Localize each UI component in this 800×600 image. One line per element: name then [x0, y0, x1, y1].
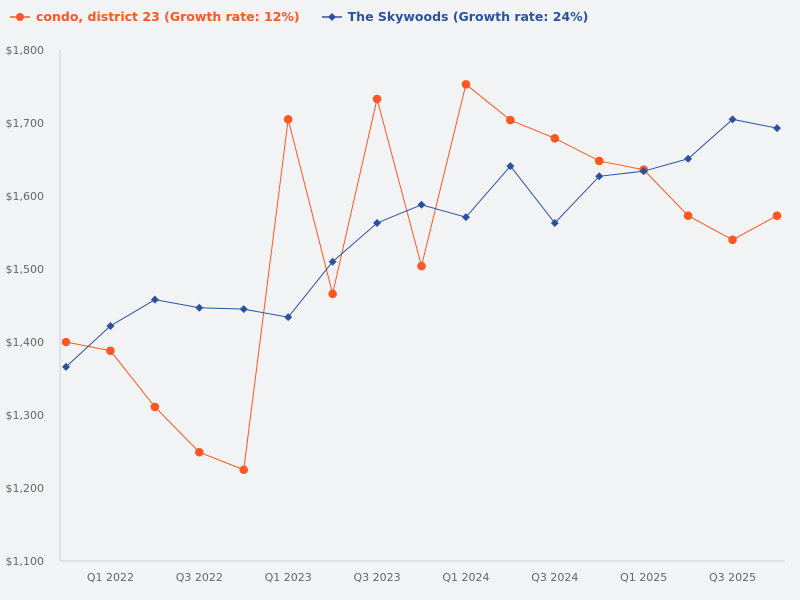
circle-marker-icon	[10, 12, 30, 21]
data-point	[150, 295, 159, 304]
data-point	[417, 261, 426, 271]
y-tick-label: $1,100	[6, 555, 45, 568]
y-tick-label: $1,700	[6, 117, 45, 130]
data-point	[594, 156, 604, 166]
series-line-1	[65, 118, 778, 368]
data-point	[550, 134, 560, 143]
data-point	[506, 162, 515, 171]
x-tick-label: Q3 2024	[531, 571, 578, 584]
data-point	[773, 124, 781, 133]
y-tick-label: $1,500	[6, 263, 45, 276]
x-tick-label: Q1 2024	[442, 571, 489, 584]
data-point	[106, 346, 115, 356]
data-point	[595, 172, 604, 181]
legend-label: The Skywoods (Growth rate: 24%)	[347, 9, 589, 24]
data-point	[372, 94, 382, 104]
data-point	[684, 154, 693, 163]
legend-item-skywoods[interactable]: The Skywoods (Growth rate: 24%)	[321, 9, 589, 24]
data-point	[283, 115, 293, 124]
x-tick-label: Q1 2022	[87, 571, 134, 584]
data-point	[683, 211, 693, 221]
x-tick-label: Q3 2023	[353, 571, 400, 584]
data-point	[61, 337, 71, 347]
data-point	[728, 115, 737, 124]
data-point	[328, 289, 337, 299]
data-point	[150, 402, 160, 412]
data-point	[106, 321, 115, 330]
data-point	[506, 115, 515, 125]
series-line-0	[65, 83, 778, 471]
data-point	[328, 257, 337, 266]
y-tick-label: $1,300	[6, 409, 45, 422]
data-point	[239, 465, 249, 475]
data-point	[195, 303, 204, 312]
y-tick-label: $1,800	[6, 44, 45, 57]
y-tick-label: $1,600	[6, 190, 45, 203]
data-point	[417, 200, 426, 209]
diamond-marker-icon	[321, 12, 342, 21]
legend-label: condo, district 23 (Growth rate: 12%)	[36, 9, 300, 24]
data-point	[195, 447, 204, 457]
data-point	[772, 211, 782, 221]
legend: condo, district 23 (Growth rate: 12%) Th…	[10, 9, 588, 24]
data-point	[62, 362, 70, 371]
data-point	[461, 80, 471, 89]
data-point	[373, 219, 382, 228]
data-point	[639, 167, 648, 176]
x-tick-label: Q1 2025	[620, 571, 667, 584]
data-point	[461, 213, 470, 222]
data-point	[239, 305, 248, 314]
y-tick-label: $1,200	[6, 482, 45, 495]
x-tick-label: Q3 2022	[176, 571, 223, 584]
x-tick-label: Q3 2025	[709, 571, 756, 584]
data-point	[284, 313, 293, 322]
y-tick-label: $1,400	[6, 336, 45, 349]
legend-item-condo[interactable]: condo, district 23 (Growth rate: 12%)	[10, 9, 300, 24]
data-point	[728, 235, 737, 245]
data-point	[550, 219, 559, 228]
x-tick-label: Q1 2023	[265, 571, 312, 584]
